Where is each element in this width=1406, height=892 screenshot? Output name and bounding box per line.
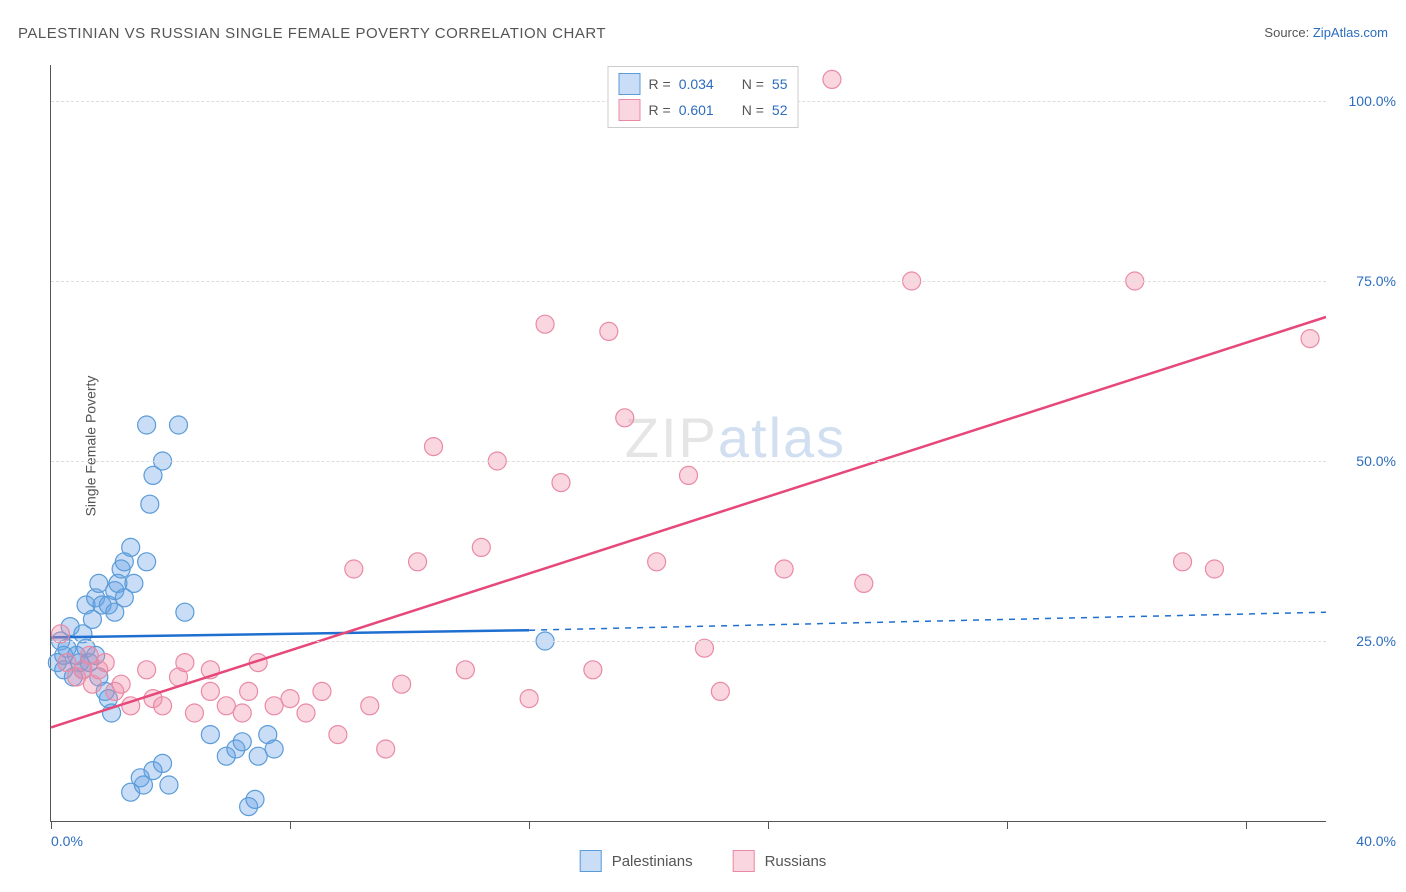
data-point [377,740,395,758]
data-point [160,776,178,794]
bottom-legend-item: Palestinians [580,850,693,872]
data-point [456,661,474,679]
data-point [425,438,443,456]
x-tick [1007,821,1008,829]
data-point [520,690,538,708]
legend-R-label: R = [649,76,671,92]
legend-swatch [619,99,641,121]
data-point [680,466,698,484]
data-point [265,740,283,758]
data-point [600,322,618,340]
legend-N-value: 52 [772,102,788,118]
y-tick-label: 75.0% [1356,273,1396,289]
data-point [1301,330,1319,348]
scatter-svg [51,65,1326,821]
legend-N-value: 55 [772,76,788,92]
x-tick [51,821,52,829]
legend-R-label: R = [649,102,671,118]
data-point [176,603,194,621]
gridline [51,641,1326,642]
data-point [125,574,143,592]
data-point [122,538,140,556]
data-point [201,682,219,700]
data-point [393,675,411,693]
legend-N-label: N = [742,76,764,92]
source-label: Source: [1264,25,1309,40]
data-point [313,682,331,700]
data-point [823,70,841,88]
source-link[interactable]: ZipAtlas.com [1313,25,1388,40]
y-tick-label: 50.0% [1356,453,1396,469]
data-point [329,726,347,744]
data-point [648,553,666,571]
bottom-legend-label: Russians [765,853,827,870]
data-point [584,661,602,679]
data-point [265,697,283,715]
bottom-swatch [733,850,755,872]
data-point [217,697,235,715]
bottom-swatch [580,850,602,872]
data-point [855,574,873,592]
legend-swatch [619,73,641,95]
x-min-label: 0.0% [51,833,83,849]
data-point [201,726,219,744]
stats-legend: R = 0.034 N = 55 R = 0.601 N = 52 [608,66,799,128]
data-point [138,661,156,679]
data-point [154,754,172,772]
data-point [1174,553,1192,571]
bottom-legend-item: Russians [733,850,827,872]
source-attribution: Source: ZipAtlas.com [1264,25,1388,40]
data-point [1205,560,1223,578]
data-point [711,682,729,700]
data-point [138,416,156,434]
data-point [176,654,194,672]
data-point [90,574,108,592]
gridline [51,281,1326,282]
legend-row: R = 0.601 N = 52 [619,97,788,123]
data-point [281,690,299,708]
data-point [138,553,156,571]
legend-row: R = 0.034 N = 55 [619,71,788,97]
trendline [51,630,529,637]
trendline [51,317,1326,727]
data-point [472,538,490,556]
data-point [96,654,114,672]
data-point [297,704,315,722]
data-point [154,697,172,715]
data-point [249,747,267,765]
legend-R-value: 0.601 [679,102,714,118]
chart-title: PALESTINIAN VS RUSSIAN SINGLE FEMALE POV… [18,25,606,42]
data-point [112,675,130,693]
data-point [361,697,379,715]
data-point [233,733,251,751]
x-tick [768,821,769,829]
x-tick [290,821,291,829]
data-point [536,315,554,333]
plot-area: ZIPatlas 25.0%50.0%75.0%100.0%0.0%40.0% [50,65,1326,822]
data-point [246,790,264,808]
legend-R-value: 0.034 [679,76,714,92]
data-point [170,416,188,434]
data-point [233,704,251,722]
data-point [345,560,363,578]
series-legend: Palestinians Russians [580,850,827,872]
x-tick [1246,821,1247,829]
data-point [185,704,203,722]
gridline [51,461,1326,462]
y-tick-label: 100.0% [1349,93,1396,109]
data-point [141,495,159,513]
x-max-label: 40.0% [1356,833,1396,849]
data-point [409,553,427,571]
data-point [240,682,258,700]
legend-N-label: N = [742,102,764,118]
data-point [616,409,634,427]
x-tick [529,821,530,829]
data-point [552,474,570,492]
trendline-ext [529,612,1326,630]
bottom-legend-label: Palestinians [612,853,693,870]
y-tick-label: 25.0% [1356,633,1396,649]
data-point [775,560,793,578]
